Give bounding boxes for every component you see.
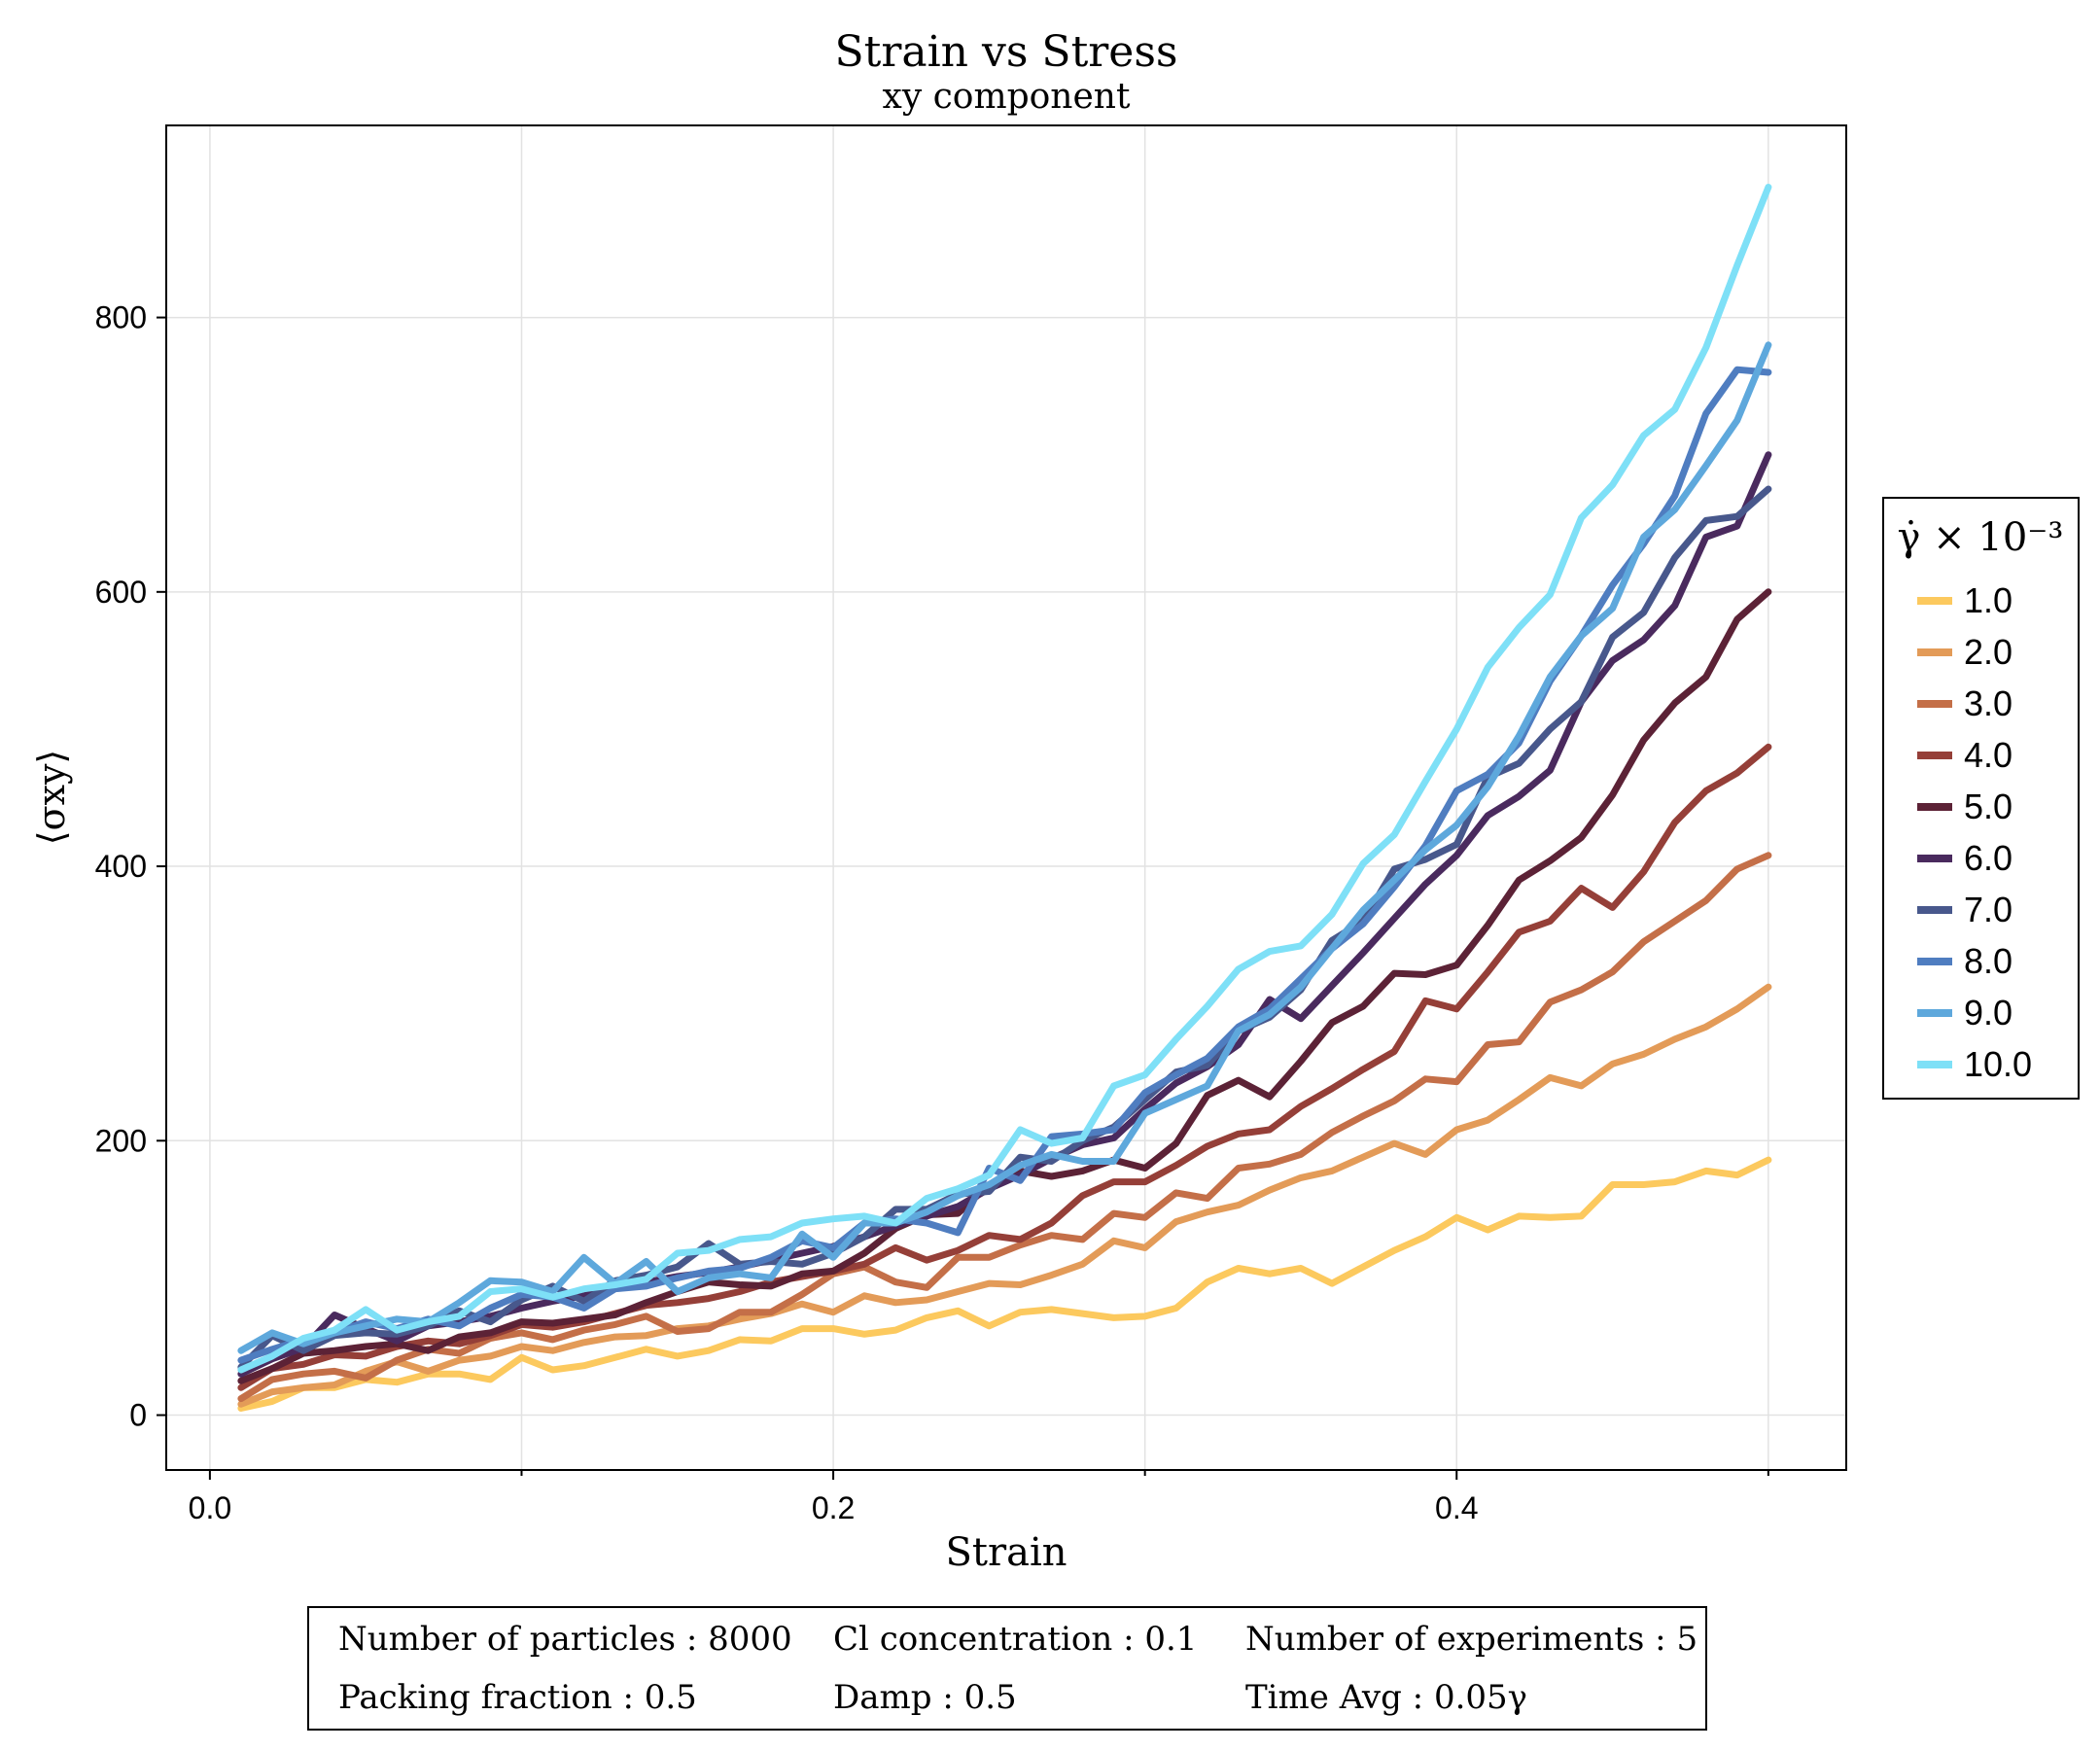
legend-label: 10.0 bbox=[1964, 1044, 2032, 1084]
chart-title: Strain vs Stress bbox=[835, 27, 1178, 77]
x-axis: 0.0 0.2 0.4 bbox=[189, 1470, 1769, 1525]
legend-label: 3.0 bbox=[1964, 683, 2012, 723]
info-item: Packing fraction : 0.5 bbox=[338, 1678, 697, 1717]
series-line-5.0 bbox=[237, 588, 1772, 1384]
info-item: Number of particles : 8000 bbox=[338, 1620, 792, 1659]
series-line-9.0 bbox=[237, 341, 1772, 1354]
x-axis-label: Strain bbox=[946, 1530, 1068, 1575]
legend-label: 6.0 bbox=[1964, 838, 2012, 878]
chart-subtitle: xy component bbox=[883, 77, 1131, 117]
info-item: Time Avg : 0.05γ bbox=[1245, 1678, 1527, 1717]
legend-label: 5.0 bbox=[1964, 787, 2012, 826]
info-box-frame bbox=[307, 1606, 1707, 1731]
y-axis: 0 200 400 600 800 bbox=[95, 300, 166, 1433]
legend-label: 7.0 bbox=[1964, 890, 2012, 929]
y-axis-label: ⟨σxy⟩ bbox=[30, 750, 73, 846]
legend-label: 4.0 bbox=[1964, 735, 2012, 775]
legend-title: γ̇ × 10⁻³ bbox=[1898, 515, 2064, 560]
y-tick-label: 600 bbox=[95, 575, 147, 610]
series-line-10.0 bbox=[237, 184, 1772, 1374]
y-tick-label: 200 bbox=[95, 1123, 147, 1158]
info-item: Damp : 0.5 bbox=[833, 1678, 1017, 1717]
series-lines bbox=[237, 184, 1772, 1412]
series-line-1.0 bbox=[237, 1156, 1772, 1412]
legend-label: 8.0 bbox=[1964, 941, 2012, 981]
x-tick-label: 0.4 bbox=[1435, 1490, 1478, 1525]
plot-frame bbox=[165, 124, 1847, 1471]
series-line-2.0 bbox=[237, 983, 1772, 1408]
y-tick-label: 800 bbox=[95, 300, 147, 335]
y-tick-label: 0 bbox=[129, 1398, 147, 1433]
legend-frame bbox=[1882, 497, 2080, 1100]
legend: γ̇ × 10⁻³ 1.0 2.0 3.0 4.0 5.0 6.0 7.0 8.0 9.0 10.… bbox=[1882, 497, 2080, 1100]
x-tick-label: 0.0 bbox=[189, 1490, 231, 1525]
x-tick-label: 0.2 bbox=[812, 1490, 855, 1525]
legend-label: 9.0 bbox=[1964, 993, 2012, 1032]
legend-label: 1.0 bbox=[1964, 580, 2012, 620]
info-item: Number of experiments : 5 bbox=[1245, 1620, 1698, 1659]
info-box: Number of particles : 8000 Cl concentrati… bbox=[307, 1606, 1707, 1731]
series-line-3.0 bbox=[237, 852, 1772, 1403]
legend-label: 2.0 bbox=[1964, 632, 2012, 672]
y-tick-label: 400 bbox=[95, 849, 147, 884]
legend-items: 1.0 2.0 3.0 4.0 5.0 6.0 7.0 8.0 9.0 10.0 bbox=[1917, 580, 2032, 1084]
info-item: Cl concentration : 0.1 bbox=[833, 1620, 1197, 1659]
info-rows: Number of particles : 8000 Cl concentrati… bbox=[338, 1620, 1698, 1717]
grid-lines bbox=[166, 125, 1846, 1470]
